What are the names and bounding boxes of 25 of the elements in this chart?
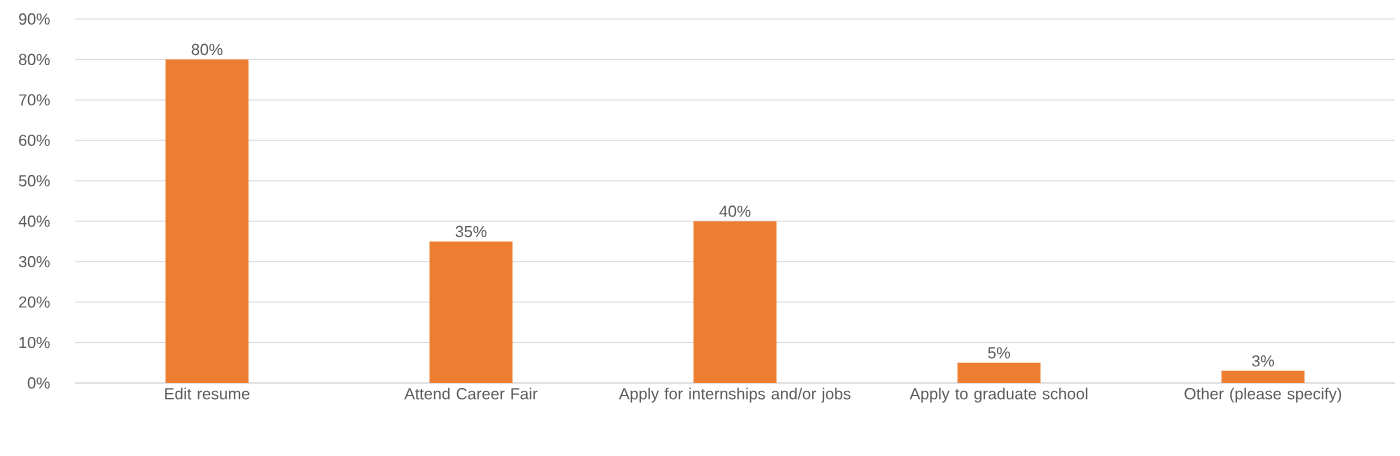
data-label: 3% bbox=[1252, 355, 1274, 367]
bar bbox=[693, 221, 777, 383]
y-tick-label: 40% bbox=[18, 215, 50, 227]
x-tick-label: Edit resume bbox=[165, 387, 250, 400]
y-tick-label: 30% bbox=[18, 256, 50, 268]
data-label: 5% bbox=[988, 347, 1010, 359]
x-tick-label: Apply to graduate school bbox=[909, 387, 1088, 403]
x-tick-label: Other (please specify) bbox=[1184, 387, 1342, 403]
y-tick-label: 20% bbox=[19, 296, 50, 308]
bar bbox=[957, 362, 1041, 383]
bar bbox=[165, 59, 249, 383]
x-tick-label: Apply for internships and/or jobs bbox=[618, 387, 851, 403]
y-tick-label: 0% bbox=[27, 377, 50, 389]
y-tick-label: 80% bbox=[18, 53, 50, 66]
data-label: 40% bbox=[719, 205, 751, 217]
y-tick-label: 70% bbox=[19, 94, 50, 106]
y-tick-label: 90% bbox=[19, 13, 50, 25]
y-tick-label: 10% bbox=[19, 336, 50, 349]
y-tick-label: 50% bbox=[18, 175, 50, 187]
x-tick-label: Attend Career Fair bbox=[404, 387, 538, 400]
y-tick-label: 60% bbox=[19, 134, 50, 146]
data-label: 35% bbox=[455, 225, 487, 238]
data-label: 80% bbox=[191, 43, 223, 56]
bar bbox=[429, 241, 513, 383]
bar bbox=[1221, 370, 1305, 383]
